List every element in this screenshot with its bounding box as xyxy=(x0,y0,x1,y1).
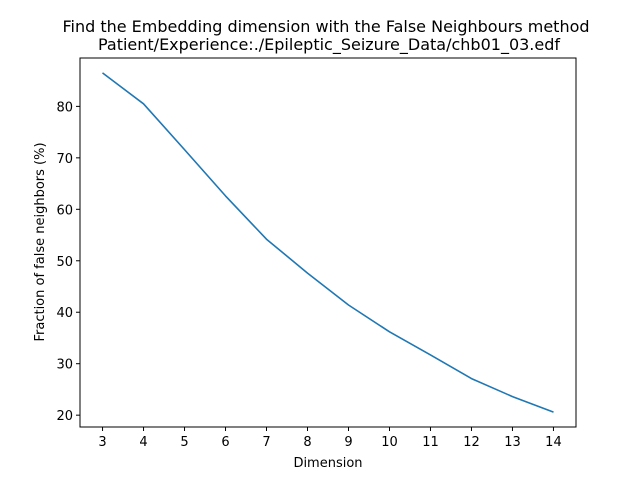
x-tick-label: 3 xyxy=(98,435,106,450)
x-tick-label: 13 xyxy=(504,435,521,450)
x-tick-label: 4 xyxy=(139,435,147,450)
plot-frame xyxy=(79,57,577,428)
x-tick-label: 11 xyxy=(422,435,439,450)
x-axis: 3 4 5 6 7 8 9 10 11 12 13 14 xyxy=(98,427,562,450)
x-tick-label: 5 xyxy=(180,435,188,450)
chart-subtitle: Patient/Experience:./Epileptic_Seizure_D… xyxy=(98,35,560,55)
series-layer xyxy=(102,72,554,413)
y-tick-label: 60 xyxy=(56,203,73,218)
y-axis-label: Fraction of false neighbors (%) xyxy=(33,142,48,341)
chart-title: Find the Embedding dimension with the Fa… xyxy=(62,17,589,36)
y-tick-label: 40 xyxy=(56,306,73,321)
x-tick-label: 6 xyxy=(221,435,229,450)
y-axis: 20 30 40 50 60 70 80 xyxy=(56,100,80,424)
y-tick-label: 20 xyxy=(56,409,73,424)
y-tick-label: 70 xyxy=(56,152,73,167)
x-tick-label: 12 xyxy=(463,435,480,450)
y-tick-label: 80 xyxy=(56,100,73,115)
x-tick-label: 14 xyxy=(545,435,562,450)
y-tick-label: 50 xyxy=(56,255,73,270)
x-tick-label: 8 xyxy=(303,435,311,450)
series-line xyxy=(102,72,554,413)
x-axis-label: Dimension xyxy=(293,456,362,471)
x-tick-label: 7 xyxy=(262,435,270,450)
y-tick-label: 30 xyxy=(56,358,73,373)
x-tick-label: 9 xyxy=(344,435,352,450)
x-tick-label: 10 xyxy=(381,435,398,450)
